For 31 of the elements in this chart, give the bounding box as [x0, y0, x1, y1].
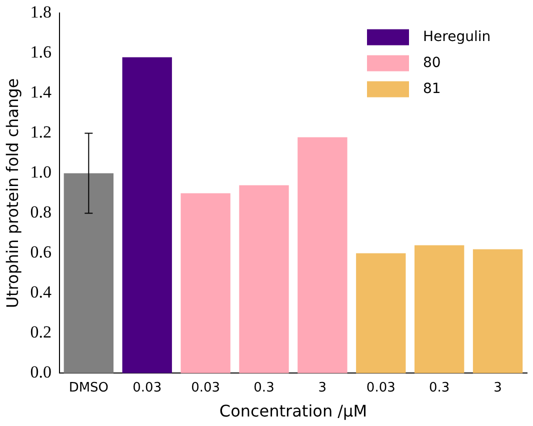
- x-tick-label: 3: [494, 380, 502, 396]
- bar: [414, 245, 464, 374]
- y-tick-label: 1.8: [30, 2, 52, 22]
- x-axis-title: Concentration /μM: [219, 402, 368, 421]
- bar: [64, 173, 114, 374]
- bar: [298, 137, 348, 374]
- x-tick-label: 0.3: [428, 380, 450, 396]
- x-tick-label: 0.03: [191, 380, 220, 396]
- legend-label: Heregulin: [423, 28, 491, 45]
- y-tick-label: 0.6: [30, 242, 52, 262]
- bar: [239, 185, 289, 374]
- legend-label: 80: [423, 54, 441, 71]
- x-tick-label: 0.03: [366, 380, 396, 396]
- x-tick-label: DMSO: [68, 380, 109, 396]
- bar: [356, 253, 406, 374]
- y-axis-title: Utrophin protein fold change: [2, 78, 22, 308]
- bar: [472, 249, 523, 374]
- y-tick-label: 1.6: [30, 42, 52, 62]
- y-tick-label: 0.8: [30, 202, 52, 222]
- y-tick-label: 1.4: [30, 82, 52, 102]
- bar: [180, 193, 230, 374]
- y-tick-label: 1.0: [30, 162, 52, 182]
- y-tick-label: 0.2: [30, 322, 52, 342]
- y-tick-label: 0.4: [30, 282, 52, 302]
- x-tick-label: 0.03: [132, 380, 162, 396]
- y-tick-label: 1.2: [30, 122, 52, 142]
- bar: [122, 57, 172, 374]
- y-tick-label: 0.0: [30, 362, 52, 382]
- legend-label: 81: [423, 80, 441, 97]
- x-tick-label: 3: [318, 380, 327, 396]
- x-tick-label: 0.3: [254, 380, 274, 396]
